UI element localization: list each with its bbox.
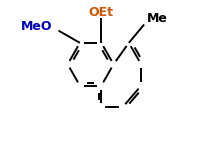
Text: OEt: OEt [89,6,114,19]
Text: Me: Me [147,12,168,25]
Text: MeO: MeO [21,20,52,32]
